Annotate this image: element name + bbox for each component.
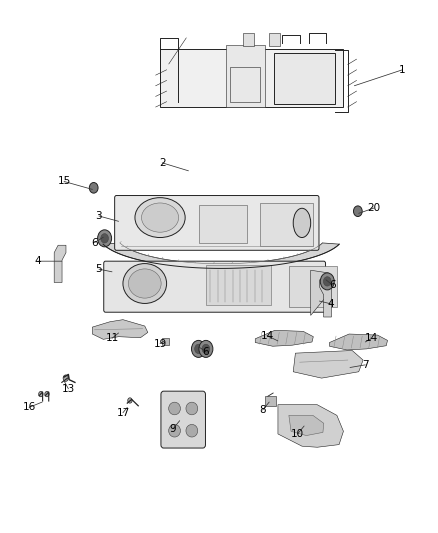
Text: 7: 7	[362, 360, 369, 370]
Text: 8: 8	[259, 405, 266, 415]
Ellipse shape	[186, 402, 198, 415]
Text: 1: 1	[399, 65, 406, 75]
Text: 4: 4	[327, 298, 334, 309]
Circle shape	[323, 277, 331, 286]
Circle shape	[191, 341, 205, 358]
Bar	[243, 33, 254, 46]
Ellipse shape	[123, 264, 166, 303]
Circle shape	[199, 341, 213, 358]
Polygon shape	[92, 320, 148, 340]
Bar	[199, 205, 247, 243]
Text: 17: 17	[117, 408, 130, 418]
Ellipse shape	[128, 269, 161, 298]
Ellipse shape	[169, 424, 180, 437]
Bar	[269, 33, 280, 46]
Circle shape	[98, 230, 112, 247]
FancyBboxPatch shape	[115, 196, 319, 251]
Circle shape	[128, 398, 132, 403]
Circle shape	[353, 206, 362, 216]
Text: 14: 14	[261, 330, 274, 341]
Polygon shape	[278, 405, 343, 447]
Polygon shape	[103, 243, 339, 269]
Circle shape	[39, 391, 43, 397]
Circle shape	[101, 233, 109, 243]
FancyBboxPatch shape	[161, 391, 205, 448]
Text: 16: 16	[22, 402, 36, 413]
Text: 6: 6	[91, 238, 98, 247]
Text: 9: 9	[170, 424, 177, 434]
Ellipse shape	[186, 424, 198, 437]
Text: 5: 5	[95, 264, 102, 274]
Ellipse shape	[141, 203, 179, 232]
Circle shape	[63, 375, 68, 381]
Polygon shape	[320, 280, 332, 317]
Polygon shape	[329, 334, 388, 350]
FancyBboxPatch shape	[274, 53, 335, 104]
FancyBboxPatch shape	[160, 49, 343, 107]
Circle shape	[320, 273, 334, 290]
Bar	[230, 67, 261, 102]
Text: 6: 6	[203, 346, 209, 357]
Ellipse shape	[169, 402, 180, 415]
Bar	[289, 266, 337, 308]
Polygon shape	[289, 415, 324, 435]
Text: 20: 20	[367, 203, 381, 213]
Text: 2: 2	[159, 158, 166, 168]
Text: 6: 6	[329, 280, 336, 290]
Circle shape	[45, 391, 49, 397]
Text: 13: 13	[62, 384, 75, 394]
Circle shape	[194, 344, 202, 353]
FancyBboxPatch shape	[226, 45, 265, 107]
Text: 10: 10	[291, 429, 304, 439]
Bar	[206, 265, 272, 305]
Text: 4: 4	[35, 256, 41, 266]
Text: 3: 3	[95, 211, 102, 221]
Ellipse shape	[293, 208, 311, 238]
Bar	[265, 396, 276, 406]
Circle shape	[202, 344, 210, 353]
Text: 19: 19	[153, 338, 167, 349]
Polygon shape	[311, 270, 328, 316]
Circle shape	[89, 182, 98, 193]
Bar	[261, 203, 313, 246]
Polygon shape	[293, 351, 363, 378]
Text: 11: 11	[106, 333, 119, 343]
Text: 15: 15	[57, 176, 71, 187]
Polygon shape	[255, 330, 313, 346]
Bar	[162, 338, 169, 345]
Text: 14: 14	[365, 333, 378, 343]
Ellipse shape	[135, 198, 185, 238]
Polygon shape	[54, 245, 66, 282]
FancyBboxPatch shape	[104, 261, 325, 312]
